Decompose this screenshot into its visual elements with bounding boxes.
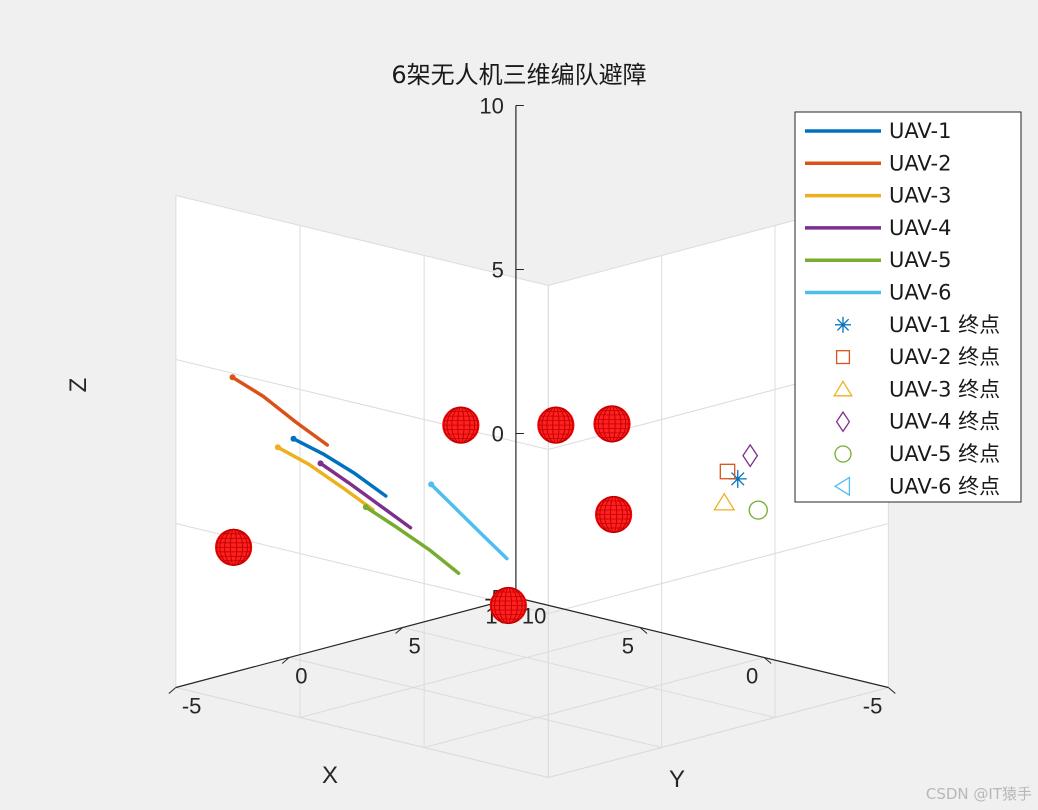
x-axis-label: X <box>322 762 338 789</box>
end-marker-uav-2 <box>719 463 736 480</box>
end-marker-uav-3 <box>713 492 736 511</box>
legend-item: UAV-5 终点 <box>834 442 1000 466</box>
trajectory-uav-2 <box>230 375 330 447</box>
legend-label: UAV-3 终点 <box>889 377 1000 401</box>
y-tick-label: -5 <box>182 694 202 719</box>
obstacle-sphere <box>489 586 527 625</box>
legend-label: UAV-4 <box>889 216 951 240</box>
legend-label: UAV-5 终点 <box>889 442 1000 466</box>
legend-item: UAV-2 终点 <box>835 345 1000 369</box>
legend-marker-swatch <box>835 410 851 433</box>
z-tick-label: 5 <box>492 258 504 283</box>
legend-marker-swatch <box>835 350 851 365</box>
legend-item: UAV-1 终点 <box>835 313 1000 337</box>
z-tick-label: 10 <box>479 94 503 119</box>
x-axis-line <box>515 596 889 689</box>
trajectory-start-point <box>229 374 236 381</box>
chart-title: 6架无人机三维编队避障 <box>391 61 646 89</box>
legend-item: UAV-3 <box>805 184 951 208</box>
obstacle-sphere <box>537 406 575 444</box>
legend-marker-swatch <box>834 445 852 463</box>
x-tick-label: 0 <box>746 664 758 689</box>
legend-item: UAV-1 <box>805 119 951 143</box>
grid-line <box>289 657 662 748</box>
grid-line <box>175 195 549 286</box>
y-axis-label: Y <box>669 766 685 793</box>
legend-label: UAV-2 <box>889 151 951 175</box>
trajectory-uav-3 <box>276 445 375 512</box>
legend-box <box>794 111 1022 503</box>
grid-line <box>175 687 549 778</box>
legend-item: UAV-6 <box>805 281 951 305</box>
x-tick-label: 5 <box>622 634 634 659</box>
legend-label: UAV-4 终点 <box>889 410 1000 434</box>
grid-line <box>299 627 641 718</box>
trajectory-start-point <box>290 435 297 442</box>
grid-line <box>548 523 889 614</box>
trajectory-start-point <box>428 481 435 488</box>
obstacle-sphere <box>442 406 480 444</box>
legend-label: UAV-3 <box>889 184 951 208</box>
grid-line <box>424 657 765 748</box>
legend-label: UAV-6 <box>889 281 951 305</box>
grid-line <box>548 687 889 778</box>
trajectory-uav-4 <box>318 461 413 530</box>
obstacle-sphere <box>215 528 253 566</box>
legend-label: UAV-1 <box>889 119 951 143</box>
y-tick-mark <box>168 687 177 694</box>
end-marker-uav-4 <box>742 443 759 468</box>
legend-item: UAV-2 <box>805 151 951 175</box>
legend-item: UAV-4 终点 <box>835 410 1000 434</box>
x-tick-mark <box>888 687 896 694</box>
legend-label: UAV-5 <box>889 248 951 272</box>
trajectory-uav-5 <box>364 505 461 576</box>
trajectory-uav-1 <box>291 437 388 498</box>
grid-line <box>402 627 776 718</box>
z-axis-label: Z <box>65 378 92 393</box>
legend-marker-swatch <box>833 380 853 397</box>
legend-item: UAV-5 <box>805 248 951 272</box>
legend-label: UAV-6 终点 <box>889 474 1000 498</box>
trajectory-start-point <box>362 504 369 511</box>
axes-box-lines <box>175 105 889 689</box>
obstacle-sphere <box>593 405 631 443</box>
end-marker-uav-5 <box>748 500 768 520</box>
x-tick-mark <box>763 657 772 664</box>
y-axis-line <box>175 596 517 689</box>
y-tick-label: 5 <box>409 634 421 659</box>
legend: UAV-1 UAV-2 UAV-3 UAV-4 UAV-5 UAV-6 UAV-1 终点 UA… <box>794 111 1022 503</box>
legend-label: UAV-2 终点 <box>889 345 1000 369</box>
obstacles <box>215 405 633 625</box>
obstacle-sphere <box>595 495 633 534</box>
trajectory-uav-6 <box>429 482 509 561</box>
x-tick-label: -5 <box>863 694 883 719</box>
trajectory-start-point <box>274 444 281 451</box>
grid-line <box>175 359 549 450</box>
legend-marker-swatch <box>833 476 851 497</box>
x-tick-mark <box>639 627 648 634</box>
legend-marker-swatch <box>835 316 851 333</box>
y-tick-mark <box>281 657 290 664</box>
y-tick-label: 0 <box>295 664 307 689</box>
watermark: CSDN @IT猿手 <box>925 785 1032 803</box>
trajectory-start-point <box>317 460 324 467</box>
legend-label: UAV-1 终点 <box>889 313 1000 337</box>
axes-background <box>175 195 889 688</box>
y-tick-mark <box>395 627 403 634</box>
trajectories <box>229 374 509 576</box>
legend-item: UAV-4 <box>805 216 951 240</box>
legend-item: UAV-6 终点 <box>833 474 1000 498</box>
legend-item: UAV-3 终点 <box>833 377 1000 401</box>
z-tick-label: 0 <box>492 422 504 447</box>
